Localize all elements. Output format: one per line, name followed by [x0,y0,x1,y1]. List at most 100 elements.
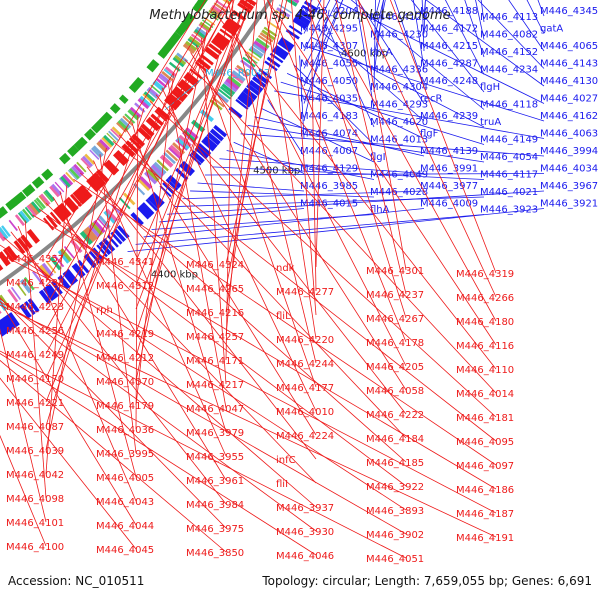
forward-gene-labels: M446_4204M446_4123M446_4188M446_4113M446… [127,0,598,253]
composition-block-inner [139,95,152,107]
composition-block-outer [275,9,289,20]
composition-block-inner [50,183,62,196]
composition-block-inner [92,145,104,157]
forward-cds-block [137,205,151,220]
composition-block-outer [88,224,101,238]
forward-gene-label: M446_4152 [480,47,538,58]
reverse-cds-block [49,211,62,225]
trna-block [11,191,27,206]
forward-gene-label: M446_4215 [420,41,478,52]
forward-leader-line [197,182,305,192]
reverse-leader-line [222,8,407,367]
forward-leader-line [135,214,485,245]
composition-block-outer [225,78,240,91]
composition-block-inner [38,195,49,207]
forward-cds-block [139,202,155,218]
reverse-gene-label: M446_4170 [6,374,64,385]
composition-block-inner [96,141,109,153]
forward-leader-line [477,0,545,69]
forward-leader-line [190,190,375,198]
composition-block-inner [62,173,74,186]
composition-block-outer [218,88,232,100]
composition-block-outer [63,245,75,259]
composition-block-outer [221,83,236,96]
forward-leader-line [394,0,425,87]
reverse-cds-block [145,116,161,132]
forward-gene-label: M446_4021 [480,187,538,198]
composition-block-inner [190,33,203,44]
reverse-gene-label: M446_4010 [276,407,334,418]
trna-block [90,120,105,134]
composition-block-outer [261,29,276,41]
reverse-gene-label: rph [96,305,113,316]
forward-gene-label: M446_4113 [480,12,538,23]
trna-block [167,31,182,47]
composition-block-inner [207,11,219,21]
composition-block-outer [276,7,291,18]
forward-gene-label: flgI [370,152,386,163]
composition-block-outer [234,67,248,78]
composition-block-outer [137,178,150,191]
forward-gene-label: M446_4162 [540,111,598,122]
forward-cds-block [2,314,16,331]
reverse-leader-line [135,0,247,334]
composition-block-inner [119,117,132,129]
composition-block-outer [251,43,266,54]
accession-label: Accession: NC_010511 [8,574,145,588]
reverse-gene-label: M446_4187 [456,509,514,520]
composition-block-outer [41,262,54,278]
forward-cds-block [6,312,20,328]
reverse-leader-line [335,0,407,295]
reverse-gene-label: M446_4100 [6,542,64,553]
reverse-gene-label: infC [276,455,296,466]
kbp-tick-label: 4400 kbp [151,270,198,281]
forward-gene-label: M446_4345 [540,6,598,17]
composition-block-outer [0,310,2,314]
reverse-gene-label: M446_3850 [186,548,244,559]
reverse-gene-label: M446_4341 [96,257,154,268]
composition-block-outer [23,276,35,291]
reverse-gene-label: M446_4047 [186,404,244,415]
composition-block-outer [57,250,70,264]
composition-block-outer [231,70,246,83]
reverse-gene-label: M446_4014 [456,389,514,400]
reverse-gene-label: M446_4267 [366,314,424,325]
composition-block-inner [14,214,26,227]
composition-block-inner [193,28,207,40]
forward-gene-label: M446_4130 [540,76,598,87]
forward-cds-block [162,181,175,195]
reverse-cds-block [154,110,167,122]
forward-gene-label: M446_4188 [420,6,478,17]
forward-gene-label: M446_3985 [300,181,358,192]
trna-block [41,168,54,181]
reverse-leader-line [131,121,227,433]
figure-title: Methylobacterium sp. 4-46, complete geno… [149,8,451,23]
composition-block-outer [96,217,109,230]
trna-block [67,144,80,157]
reverse-leader-line [0,297,227,529]
reverse-leader-line [112,141,497,442]
forward-cds-block [269,52,284,64]
reverse-cds-block [26,228,40,244]
forward-leader-line [212,166,485,180]
composition-block-outer [253,40,268,53]
forward-cds-block [242,87,258,101]
composition-block-outer [236,64,250,76]
forward-leader-line [317,27,425,122]
forward-gene-label: flhA [370,205,390,216]
reverse-leader-line [45,0,206,259]
composition-block-inner [65,171,76,183]
reverse-leader-line [0,300,137,526]
reverse-gene-label: M446_4181 [456,413,514,424]
forward-leader-line [219,158,425,174]
reverse-gene-label: M446_3961 [186,476,244,487]
forward-gene-label: M446_4293 [370,100,428,111]
reverse-leader-line [86,166,317,460]
composition-block-outer [153,161,167,175]
reverse-gene-label: fliL [276,311,291,322]
forward-gene-label: M446_4015 [300,199,358,210]
forward-cds-block [273,44,289,59]
reverse-cds-block [208,43,223,55]
composition-block-inner [188,35,201,47]
